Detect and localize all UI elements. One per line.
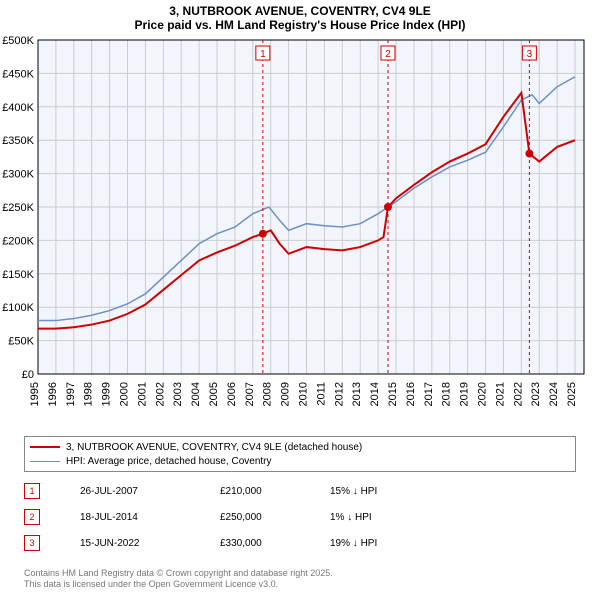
svg-text:1995: 1995	[29, 382, 41, 406]
svg-text:£200K: £200K	[2, 235, 34, 247]
svg-text:2023: 2023	[530, 382, 542, 406]
svg-text:£50K: £50K	[8, 336, 34, 348]
svg-text:2010: 2010	[298, 382, 310, 406]
sale-marker: 2	[24, 509, 40, 525]
svg-text:£400K: £400K	[2, 102, 34, 114]
sale-row: 2 18-JUL-2014£250,0001% ↓ HPI	[24, 504, 576, 530]
svg-text:£0: £0	[22, 369, 34, 381]
sale-marker: 1	[24, 483, 40, 499]
sales-table: 1 26-JUL-2007£210,00015% ↓ HPI 2 18-JUL-201…	[24, 478, 576, 556]
svg-text:2003: 2003	[172, 382, 184, 406]
chart-title-line2: Price paid vs. HM Land Registry's House …	[0, 18, 600, 32]
svg-text:2: 2	[385, 49, 391, 60]
legend-label: 3, NUTBROOK AVENUE, COVENTRY, CV4 9LE (d…	[66, 442, 362, 453]
legend-label: HPI: Average price, detached house, Cove…	[66, 456, 272, 467]
sale-date: 18-JUL-2014	[80, 512, 220, 523]
sale-hpi: 15% ↓ HPI	[330, 486, 440, 497]
svg-text:1999: 1999	[101, 382, 113, 406]
svg-text:£450K: £450K	[2, 68, 34, 80]
svg-text:2024: 2024	[548, 382, 560, 406]
svg-text:2021: 2021	[494, 382, 506, 406]
svg-text:2022: 2022	[512, 382, 524, 406]
legend-row: 3, NUTBROOK AVENUE, COVENTRY, CV4 9LE (d…	[30, 440, 570, 454]
sale-hpi: 1% ↓ HPI	[330, 512, 440, 523]
chart-legend: 3, NUTBROOK AVENUE, COVENTRY, CV4 9LE (d…	[24, 436, 576, 472]
svg-text:£300K: £300K	[2, 169, 34, 181]
svg-text:2005: 2005	[208, 382, 220, 406]
svg-text:2015: 2015	[387, 382, 399, 406]
svg-text:2001: 2001	[136, 382, 148, 406]
sale-marker: 3	[24, 535, 40, 551]
svg-text:£500K: £500K	[2, 35, 34, 47]
svg-text:1997: 1997	[65, 382, 77, 406]
sale-price: £210,000	[220, 486, 330, 497]
svg-text:2007: 2007	[244, 382, 256, 406]
svg-text:1998: 1998	[83, 382, 95, 406]
svg-text:2019: 2019	[459, 382, 471, 406]
svg-text:2000: 2000	[119, 382, 131, 406]
svg-text:£100K: £100K	[2, 302, 34, 314]
svg-text:2013: 2013	[351, 382, 363, 406]
svg-text:2002: 2002	[154, 382, 166, 406]
chart-container: 3, NUTBROOK AVENUE, COVENTRY, CV4 9LE Pr…	[0, 4, 600, 594]
price-chart: £0 £50K £100K £150K £200K £250K £300K £350K £400…	[0, 34, 590, 414]
svg-text:1: 1	[260, 49, 266, 60]
footer-line2: This data is licensed under the Open Gov…	[24, 579, 333, 590]
footer-line1: Contains HM Land Registry data © Crown c…	[24, 568, 333, 579]
svg-text:2009: 2009	[280, 382, 292, 406]
sale-row: 3 15-JUN-2022£330,00019% ↓ HPI	[24, 530, 576, 556]
svg-text:2014: 2014	[369, 382, 381, 406]
legend-row: HPI: Average price, detached house, Cove…	[30, 454, 570, 468]
sale-row: 1 26-JUL-2007£210,00015% ↓ HPI	[24, 478, 576, 504]
legend-swatch	[30, 461, 60, 462]
legend-swatch	[30, 446, 60, 448]
svg-text:2020: 2020	[477, 382, 489, 406]
svg-text:1996: 1996	[47, 382, 59, 406]
sale-hpi: 19% ↓ HPI	[330, 538, 440, 549]
chart-footer: Contains HM Land Registry data © Crown c…	[24, 568, 333, 591]
sale-price: £330,000	[220, 538, 330, 549]
svg-text:2016: 2016	[405, 382, 417, 406]
svg-text:2012: 2012	[333, 382, 345, 406]
svg-text:2011: 2011	[315, 382, 327, 406]
svg-text:2008: 2008	[262, 382, 274, 406]
sale-date: 15-JUN-2022	[80, 538, 220, 549]
svg-text:2017: 2017	[423, 382, 435, 406]
svg-text:£250K: £250K	[2, 202, 34, 214]
sale-price: £250,000	[220, 512, 330, 523]
svg-text:£150K: £150K	[2, 269, 34, 281]
svg-text:2018: 2018	[441, 382, 453, 406]
svg-text:2025: 2025	[566, 382, 578, 406]
svg-text:2006: 2006	[226, 382, 238, 406]
svg-text:3: 3	[527, 49, 533, 60]
sale-date: 26-JUL-2007	[80, 486, 220, 497]
svg-text:2004: 2004	[190, 382, 202, 406]
svg-text:£350K: £350K	[2, 135, 34, 147]
chart-title-line1: 3, NUTBROOK AVENUE, COVENTRY, CV4 9LE	[0, 4, 600, 18]
